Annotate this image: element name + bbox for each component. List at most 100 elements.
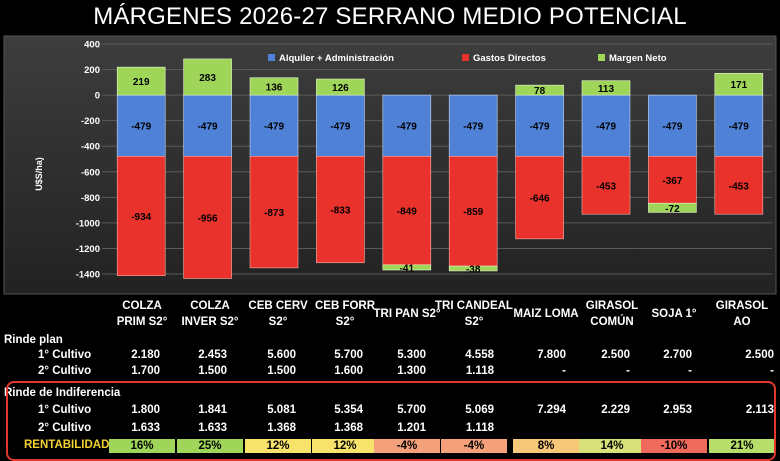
- bar-margen: [648, 202, 697, 213]
- data-label-margen: 78: [534, 86, 546, 97]
- table-cell: 5.300: [397, 349, 426, 361]
- bar-alquiler: [316, 94, 365, 157]
- table-cell: 4.558: [465, 349, 494, 361]
- legend-label: Gastos Directos: [473, 53, 546, 64]
- y-tick-label: -800: [81, 193, 100, 204]
- bar-gastos: [581, 156, 631, 215]
- title-bar: MÁRGENES 2026-27 SERRANO MEDIO POTENCIAL: [0, 0, 780, 34]
- table-cell: 2.113: [745, 404, 774, 416]
- data-label-margen: 136: [266, 82, 283, 93]
- table-row: 2° Cultivo 1.700 1.500 1.500 1.600 1.300 1.118…: [0, 365, 780, 381]
- table-cell: 7.294: [537, 404, 566, 416]
- margin-chart: -479 -934 219 -479 -956 283 -479 -873 136 -479 -83…: [0, 34, 780, 296]
- table-cell: -: [688, 365, 692, 377]
- table-cell: 5.069: [465, 404, 494, 416]
- table-cell: 1.633: [131, 422, 160, 434]
- column-header: CEB CERV S2°: [238, 298, 318, 330]
- column-header-line: PRIM S2°: [116, 316, 168, 328]
- column-header: COLZA PRIM S2°: [102, 298, 182, 330]
- data-label-alquiler: -479: [264, 122, 284, 133]
- bar-margen: [515, 84, 564, 96]
- column-header-line: S2°: [335, 316, 355, 328]
- y-tick-label: -600: [81, 167, 100, 178]
- data-label-gastos: -934: [131, 212, 151, 223]
- column-header-line: GIRASOL: [715, 300, 769, 312]
- column-header-line: COLZA: [190, 300, 230, 312]
- table-cell: 1.368: [334, 422, 363, 434]
- table-cell: 1.201: [397, 422, 426, 434]
- row-label: Rinde plan: [4, 334, 63, 346]
- data-label-margen: -38: [466, 265, 481, 276]
- table-cell: 2.229: [601, 404, 630, 416]
- table-cell: 2.953: [663, 404, 692, 416]
- data-label-gastos: -873: [264, 208, 284, 219]
- data-label-gastos: -367: [662, 176, 682, 187]
- row-label: Rinde de Indiferencia: [4, 387, 121, 399]
- bar-alquiler: [183, 94, 232, 157]
- column-header-line: TRI CANDEAL: [435, 300, 513, 312]
- table-cell: 2.453: [198, 349, 227, 361]
- bar-gastos: [316, 156, 365, 264]
- data-label-gastos: -956: [198, 213, 218, 224]
- legend-label: Alquiler + Administración: [279, 53, 394, 64]
- column-header-line: SOJA 1°: [651, 308, 697, 320]
- data-label-gastos: -453: [729, 181, 749, 192]
- bar-alquiler: [116, 94, 166, 157]
- data-label-margen: 219: [133, 77, 150, 88]
- bar-margen: [249, 77, 299, 96]
- data-label-gastos: -859: [463, 207, 483, 218]
- data-label-gastos: -833: [330, 206, 350, 217]
- bar-gastos: [183, 156, 232, 279]
- bar-alquiler: [581, 94, 631, 157]
- bar-margen: [382, 264, 432, 271]
- table-row: 1° Cultivo 1.800 1.841 5.081 5.354 5.700 5.069…: [0, 404, 780, 420]
- row-label: 1° Cultivo: [38, 349, 92, 361]
- table-cell: -: [626, 365, 630, 377]
- column-header-line: S2°: [464, 316, 484, 328]
- row-label: 2° Cultivo: [38, 422, 92, 434]
- section-label-indiferencia: Rinde de Indiferencia: [0, 387, 780, 403]
- chart-svg: -479 -934 219 -479 -956 283 -479 -873 136 -479 -83…: [0, 34, 780, 296]
- row-label: 1° Cultivo: [38, 404, 92, 416]
- column-header: GIRASOL COMÚN: [572, 298, 652, 330]
- table-cell: 1.118: [465, 422, 494, 434]
- section-label-rinde-plan: Rinde plan: [0, 334, 780, 350]
- table-cell: 1.500: [267, 365, 296, 377]
- bar-margen: [183, 58, 232, 96]
- bar-alquiler: [648, 94, 697, 157]
- legend-swatch: [268, 54, 275, 61]
- table-cell: 1.841: [198, 404, 227, 416]
- bar-gastos: [249, 156, 299, 269]
- legend-label: Margen Neto: [609, 53, 667, 64]
- data-label-gastos: -849: [397, 207, 417, 218]
- bar-margen: [316, 78, 365, 96]
- data-label-alquiler: -479: [131, 122, 151, 133]
- column-header-line: CEB FORR: [314, 300, 376, 312]
- bar-gastos: [515, 156, 564, 240]
- column-header: GIRASOL AO: [702, 298, 780, 330]
- table-cell: 5.081: [267, 404, 296, 416]
- table-cell: 2.500: [601, 349, 630, 361]
- y-tick-label: 200: [84, 65, 100, 76]
- data-label-alquiler: -479: [530, 122, 550, 133]
- column-header-line: AO: [733, 316, 751, 328]
- bar-alquiler: [249, 94, 299, 157]
- bar-alquiler: [515, 94, 564, 157]
- table-cell: 1.800: [131, 404, 160, 416]
- table-cell: 5.354: [334, 404, 363, 416]
- data-label-gastos: -453: [596, 181, 616, 192]
- y-tick-label: -1200: [76, 244, 100, 255]
- y-axis-label: U$S/ha): [34, 157, 44, 191]
- y-tick-label: 400: [84, 40, 100, 51]
- table-cell: 5.600: [267, 349, 296, 361]
- data-label-alquiler: -479: [662, 122, 682, 133]
- table-cell: 2.500: [745, 349, 774, 361]
- bar-margen: [581, 80, 631, 96]
- table-cell: 5.700: [334, 349, 363, 361]
- column-header: COLZA INVER S2°: [170, 298, 250, 330]
- y-tick-label: -1400: [76, 270, 100, 281]
- column-header: CEB FORR S2°: [305, 298, 385, 330]
- column-header: MAIZ LOMA: [506, 306, 586, 322]
- y-tick-label: 0: [95, 91, 100, 102]
- table-cell: 1.600: [334, 365, 363, 377]
